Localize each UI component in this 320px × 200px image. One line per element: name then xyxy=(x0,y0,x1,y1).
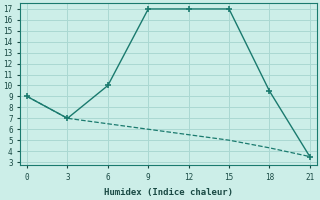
X-axis label: Humidex (Indice chaleur): Humidex (Indice chaleur) xyxy=(104,188,233,197)
